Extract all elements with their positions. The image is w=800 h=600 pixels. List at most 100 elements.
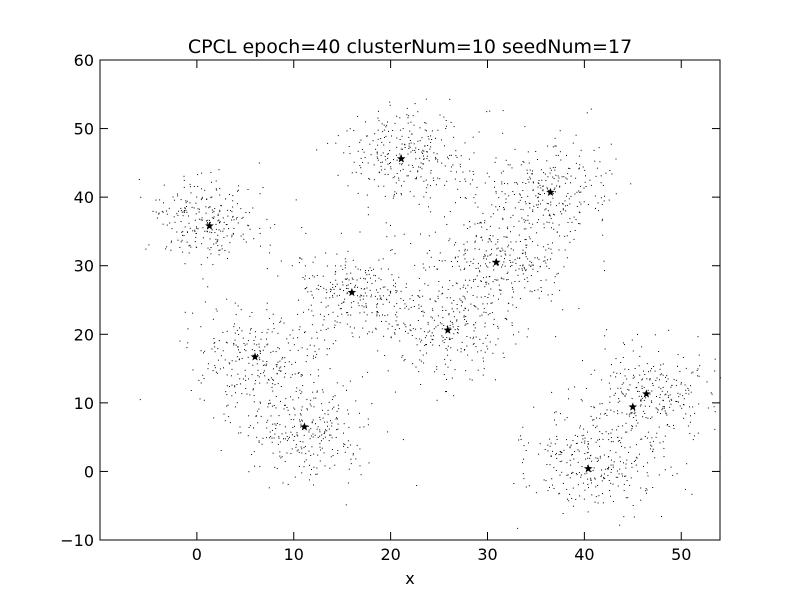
data-point xyxy=(299,413,301,415)
data-point xyxy=(464,197,466,199)
data-point xyxy=(659,394,661,396)
data-point xyxy=(654,370,656,372)
data-point xyxy=(595,441,597,443)
data-point xyxy=(295,444,297,446)
data-point xyxy=(271,405,273,407)
data-point xyxy=(359,165,361,166)
data-point xyxy=(369,267,371,269)
data-point xyxy=(625,431,627,433)
data-point xyxy=(360,173,362,175)
data-point xyxy=(651,445,653,447)
data-point xyxy=(505,318,507,320)
data-point xyxy=(218,219,220,221)
data-point xyxy=(555,336,557,338)
data-point xyxy=(453,300,455,301)
data-point xyxy=(257,375,259,377)
data-point xyxy=(493,269,495,271)
data-point xyxy=(409,146,411,148)
data-point xyxy=(489,341,491,343)
data-point xyxy=(381,321,382,322)
data-point xyxy=(264,364,266,366)
data-point xyxy=(714,411,716,413)
data-point xyxy=(639,405,641,407)
data-point xyxy=(449,280,451,282)
data-point xyxy=(675,385,677,387)
data-point xyxy=(275,407,277,409)
data-point xyxy=(556,273,558,275)
data-point xyxy=(525,247,527,249)
data-point xyxy=(316,288,318,290)
data-point xyxy=(331,422,333,424)
data-point xyxy=(348,279,350,281)
data-point xyxy=(305,459,307,461)
data-point xyxy=(302,277,304,278)
data-point xyxy=(231,234,233,236)
data-point xyxy=(474,241,476,243)
data-point xyxy=(541,179,543,181)
data-point xyxy=(522,426,524,428)
data-point xyxy=(214,346,216,348)
data-point xyxy=(211,209,213,211)
data-point xyxy=(259,351,261,353)
data-point xyxy=(467,354,469,356)
data-point xyxy=(562,203,563,205)
data-point xyxy=(237,222,239,224)
x-tick-label: 40 xyxy=(574,545,594,564)
data-point xyxy=(387,328,389,330)
data-point xyxy=(651,437,653,439)
data-point xyxy=(425,191,427,193)
data-point xyxy=(293,419,295,421)
data-point xyxy=(605,468,607,470)
data-point xyxy=(496,248,498,250)
data-point xyxy=(614,392,616,394)
data-point xyxy=(276,423,278,424)
data-point xyxy=(442,286,443,288)
data-point xyxy=(219,211,221,213)
data-point xyxy=(399,153,401,155)
data-point xyxy=(191,206,193,208)
data-point xyxy=(502,217,504,219)
data-point xyxy=(590,479,591,481)
data-point xyxy=(454,257,456,259)
data-point xyxy=(617,440,619,442)
data-point xyxy=(527,219,529,221)
data-point xyxy=(299,326,301,328)
data-point xyxy=(547,203,549,205)
data-point xyxy=(185,209,187,211)
data-point xyxy=(418,149,420,150)
data-point xyxy=(394,332,396,334)
data-point xyxy=(644,436,646,437)
data-point xyxy=(272,390,274,392)
data-point xyxy=(539,184,541,186)
data-point xyxy=(593,406,595,408)
data-point xyxy=(390,168,392,170)
data-point xyxy=(286,407,288,408)
data-point xyxy=(507,183,509,185)
data-point xyxy=(442,340,444,342)
data-point xyxy=(445,309,447,311)
data-point xyxy=(321,447,323,449)
data-point xyxy=(245,388,247,389)
data-point xyxy=(444,145,445,147)
data-point xyxy=(547,294,549,296)
data-point xyxy=(281,456,283,458)
data-point xyxy=(469,279,471,281)
data-point xyxy=(459,298,461,300)
data-point xyxy=(624,395,626,397)
data-point xyxy=(185,202,187,204)
data-point xyxy=(311,324,313,326)
data-point xyxy=(566,195,567,197)
data-point xyxy=(332,408,333,410)
data-point xyxy=(231,360,233,362)
data-point xyxy=(546,464,548,465)
data-point xyxy=(387,157,389,159)
data-point xyxy=(346,130,348,132)
data-point xyxy=(580,203,582,205)
data-point xyxy=(336,410,338,412)
data-point xyxy=(476,275,478,277)
data-point xyxy=(336,382,338,384)
data-point xyxy=(234,386,236,388)
data-point xyxy=(502,264,504,266)
data-point xyxy=(610,437,612,439)
data-point xyxy=(277,332,279,334)
